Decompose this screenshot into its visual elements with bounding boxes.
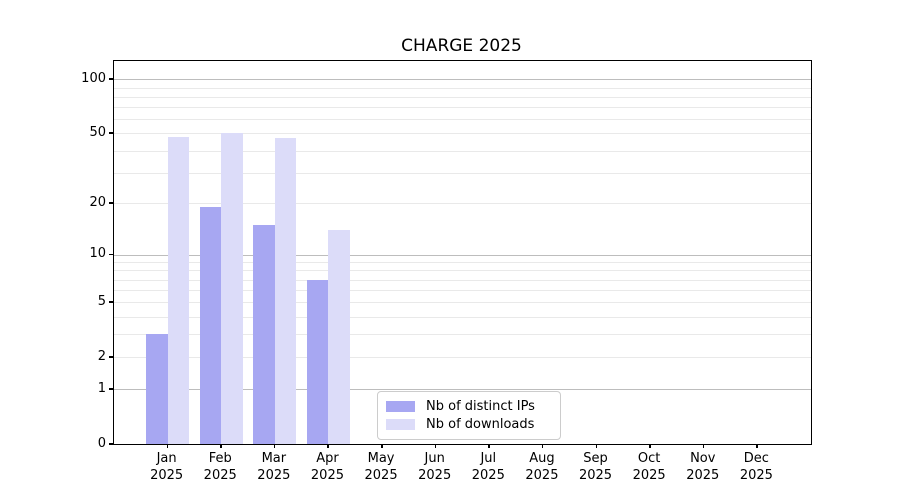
y-tick-label: 2 (97, 348, 106, 364)
minor-gridline (114, 279, 811, 281)
x-tick-label: May 2025 (364, 451, 398, 483)
y-tick-label: 20 (89, 194, 106, 210)
y-tick-mark (109, 202, 113, 204)
x-tick-mark (595, 444, 598, 448)
x-tick-mark (166, 444, 169, 448)
y-tick-label: 100 (81, 70, 106, 86)
x-tick-mark (649, 444, 651, 448)
minor-gridline (114, 172, 811, 174)
legend-label-downloads: Nb of downloads (426, 416, 535, 432)
x-tick-label: Jul 2025 (471, 451, 505, 483)
x-tick-mark (702, 444, 705, 448)
minor-gridline (114, 316, 811, 318)
x-tick-label: Dec 2025 (739, 451, 773, 483)
y-tick-label: 0 (97, 435, 106, 451)
plot-area (113, 60, 812, 445)
x-tick-mark (220, 444, 222, 448)
x-tick-label: Aug 2025 (525, 451, 559, 483)
minor-gridline (114, 119, 811, 121)
minor-gridline (114, 357, 811, 359)
legend-item-distinct-ips: Nb of distinct IPs (386, 397, 552, 415)
x-tick-mark (756, 444, 758, 448)
y-tick-label: 5 (97, 293, 106, 309)
minor-gridline (114, 150, 811, 152)
x-tick-label: Mar 2025 (257, 451, 291, 483)
x-tick-mark (273, 444, 276, 448)
x-tick-label: Oct 2025 (632, 451, 666, 483)
minor-gridline (114, 302, 811, 304)
bar-feb-distinct-ips (199, 207, 222, 444)
major-gridline (114, 79, 811, 81)
x-tick-mark (541, 444, 544, 448)
x-tick-mark (327, 444, 329, 448)
x-tick-label: Nov 2025 (686, 451, 720, 483)
legend-swatch-distinct-ips (386, 400, 415, 412)
minor-gridline (114, 262, 811, 264)
minor-gridline (114, 334, 811, 336)
bar-mar-downloads (274, 138, 297, 444)
x-tick-label: Sep 2025 (578, 451, 613, 483)
x-tick-label: Jan 2025 (150, 451, 184, 483)
y-tick-mark (109, 388, 113, 390)
bar-apr-distinct-ips (307, 279, 329, 444)
bar-apr-downloads (328, 230, 350, 444)
y-tick-mark (109, 132, 113, 134)
legend: Nb of distinct IPs Nb of downloads (377, 391, 561, 440)
bar-jan-distinct-ips (146, 334, 168, 444)
minor-gridline (114, 270, 811, 272)
x-tick-label: Jun 2025 (418, 451, 452, 483)
minor-gridline (114, 107, 811, 109)
bar-mar-distinct-ips (253, 224, 275, 444)
minor-gridline (114, 96, 811, 98)
y-tick-label: 50 (89, 124, 106, 140)
minor-gridline (114, 203, 811, 205)
x-tick-mark (381, 444, 383, 448)
x-tick-label: Feb 2025 (203, 451, 237, 483)
x-tick-label: Apr 2025 (310, 451, 344, 483)
major-gridline (114, 389, 811, 391)
legend-label-distinct-ips: Nb of distinct IPs (426, 398, 535, 414)
y-tick-label: 1 (97, 380, 106, 396)
legend-swatch-downloads (386, 418, 415, 430)
x-tick-mark (434, 444, 437, 448)
bar-jan-downloads (167, 136, 190, 444)
y-tick-mark (109, 253, 113, 256)
y-tick-mark (109, 301, 113, 303)
y-tick-mark (109, 78, 113, 80)
y-tick-mark (109, 356, 113, 358)
legend-item-downloads: Nb of downloads (386, 415, 552, 433)
y-tick-mark (109, 443, 113, 445)
minor-gridline (114, 87, 811, 89)
chart-title: CHARGE 2025 (401, 36, 522, 56)
minor-gridline (114, 133, 811, 135)
major-gridline (114, 254, 811, 256)
minor-gridline (114, 290, 811, 292)
y-tick-label: 10 (89, 246, 106, 262)
x-tick-mark (488, 444, 490, 448)
bar-feb-downloads (221, 133, 243, 444)
